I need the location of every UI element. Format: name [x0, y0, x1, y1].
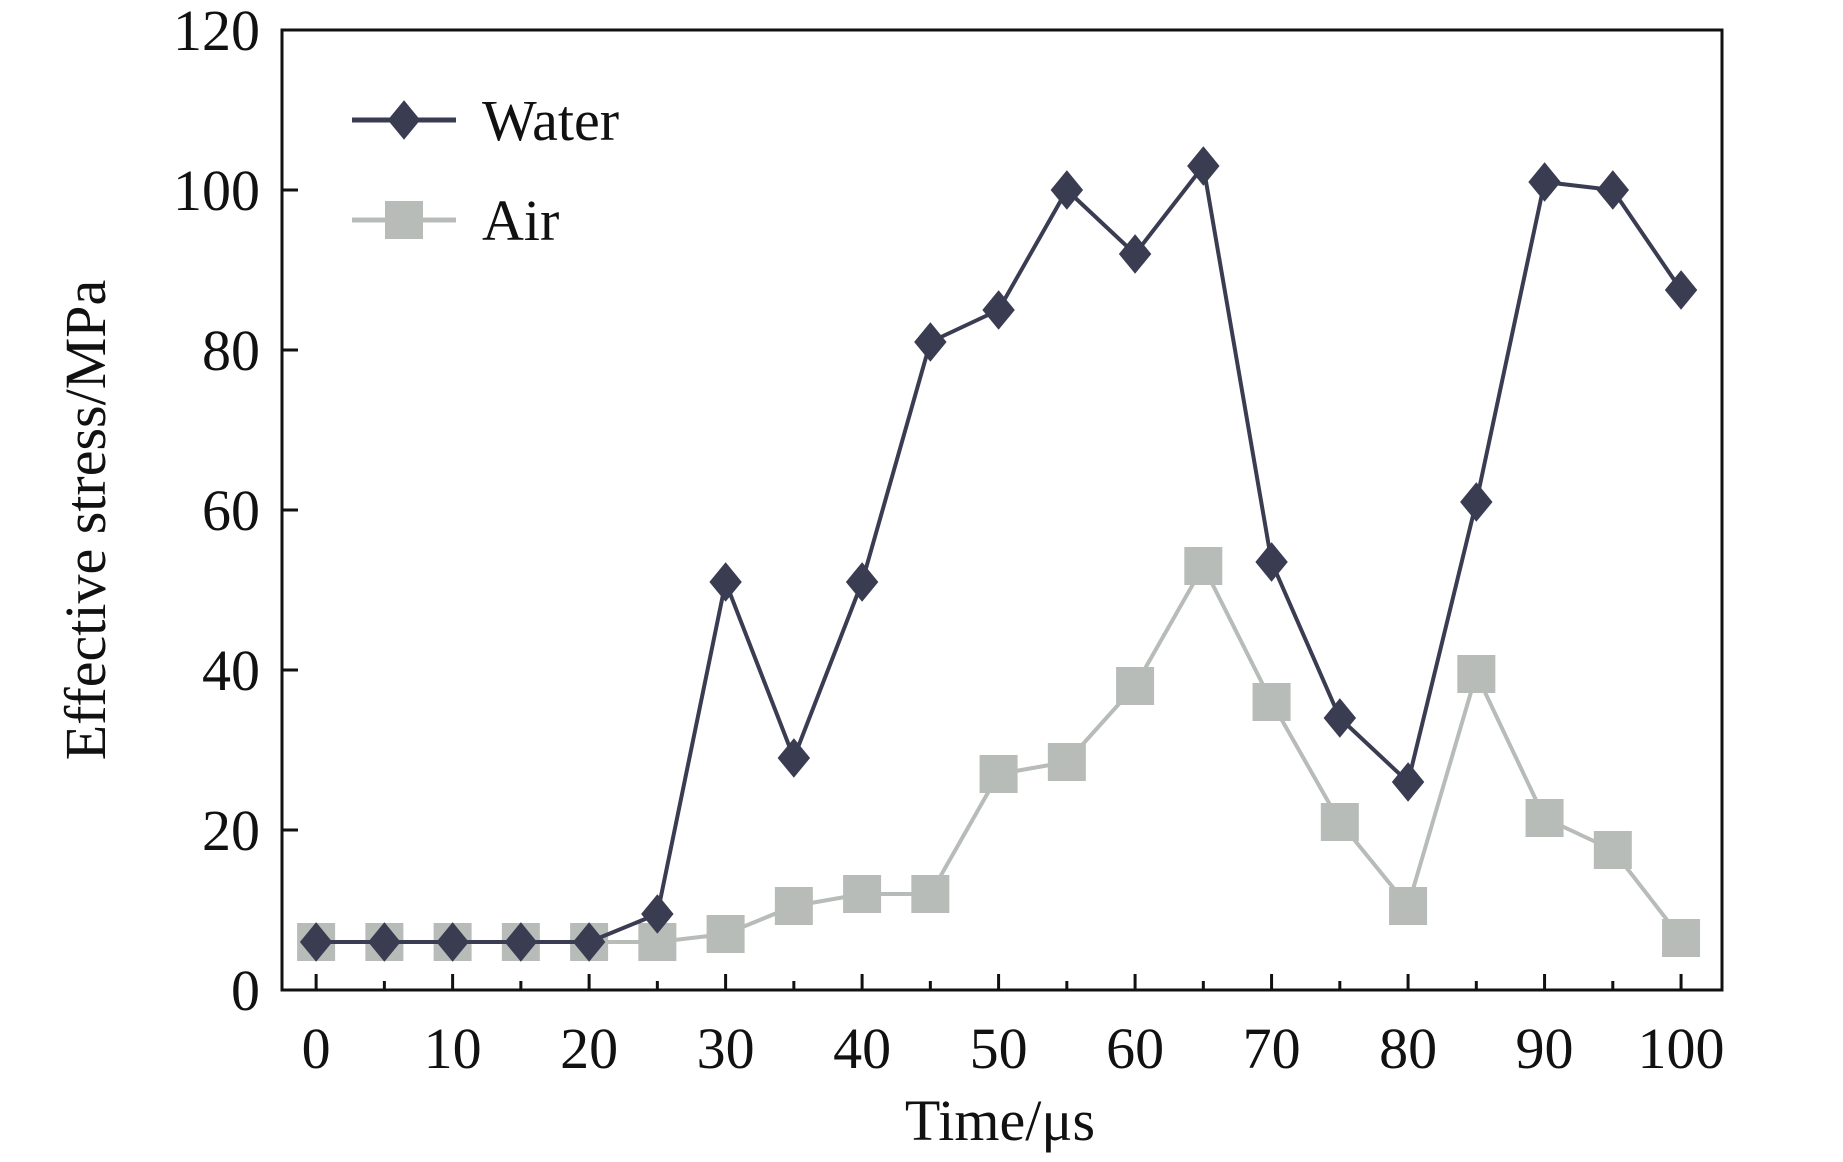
data-point-water [845, 562, 879, 602]
y-tick-label: 100 [173, 158, 260, 223]
series-air [297, 547, 1701, 961]
data-point-water [1118, 234, 1152, 274]
data-point-water [1050, 170, 1084, 210]
legend-marker-square-icon [385, 201, 423, 239]
data-point-air [911, 875, 950, 913]
data-point-air [1320, 803, 1359, 841]
data-point-air [1662, 919, 1701, 957]
data-point-air [1593, 831, 1632, 869]
x-tick-label: 10 [424, 1016, 482, 1081]
x-tick-label: 0 [302, 1016, 331, 1081]
data-point-air [1252, 683, 1291, 721]
data-point-air [774, 887, 813, 925]
data-point-water [982, 290, 1015, 330]
x-tick-label: 20 [560, 1016, 618, 1081]
labels-layer: 0 10 20 30 40 50 60 70 80 90 100 0 20 40 60 80 100 120 [173, 0, 1725, 1081]
data-point-air [706, 915, 745, 953]
x-tick-label: 60 [1106, 1016, 1164, 1081]
data-point-air [1457, 655, 1496, 693]
data-point-water [1528, 162, 1561, 202]
data-point-water [368, 922, 401, 962]
legend-label-air: Air [482, 188, 559, 253]
data-point-water [709, 562, 742, 602]
data-point-water [1187, 146, 1220, 186]
x-tick-label: 100 [1638, 1016, 1725, 1081]
data-point-air [979, 755, 1018, 793]
data-point-air [843, 875, 882, 913]
data-point-air [1389, 887, 1428, 925]
data-point-water [1323, 698, 1357, 738]
data-point-air [1116, 667, 1155, 705]
x-tick-label: 70 [1243, 1016, 1301, 1081]
data-point-water [777, 738, 811, 778]
x-tick-label: 40 [833, 1016, 891, 1081]
x-tick-label: 50 [970, 1016, 1028, 1081]
y-tick-label: 0 [231, 958, 260, 1023]
series-layer [297, 146, 1701, 962]
y-tick-label: 40 [202, 638, 260, 703]
data-point-water [572, 922, 606, 962]
x-tick-label: 90 [1516, 1016, 1574, 1081]
data-point-water [1460, 482, 1493, 522]
series-line-air [316, 564, 1683, 944]
data-point-air [1525, 799, 1564, 837]
y-tick-label: 80 [202, 318, 260, 383]
data-point-water [299, 922, 333, 962]
data-point-water [1255, 542, 1288, 582]
legend: Water Air [352, 88, 619, 253]
legend-marker-diamond-icon [387, 100, 421, 140]
x-axis-title: Time/μs [905, 1088, 1095, 1153]
y-axis-title: Effective stress/MPa [53, 280, 118, 761]
data-point-water [1596, 170, 1630, 210]
legend-label-water: Water [482, 88, 619, 153]
data-point-water [504, 922, 538, 962]
plot-frame [280, 28, 1724, 992]
series-water [299, 146, 1698, 962]
data-point-air [1184, 547, 1223, 585]
data-point-water [641, 894, 674, 934]
x-tick-label: 80 [1379, 1016, 1437, 1081]
y-tick-label: 20 [202, 798, 260, 863]
y-tick-label: 60 [202, 478, 260, 543]
legend-swatch-air [352, 201, 456, 239]
x-tick-label: 30 [697, 1016, 755, 1081]
data-point-air [1047, 743, 1086, 781]
data-point-water [1391, 762, 1425, 802]
data-point-water [914, 322, 947, 362]
data-point-water [1664, 270, 1698, 310]
y-tick-label: 120 [173, 0, 260, 63]
legend-swatch-water [352, 100, 456, 140]
data-point-water [436, 922, 469, 962]
series-line-water [316, 164, 1683, 944]
